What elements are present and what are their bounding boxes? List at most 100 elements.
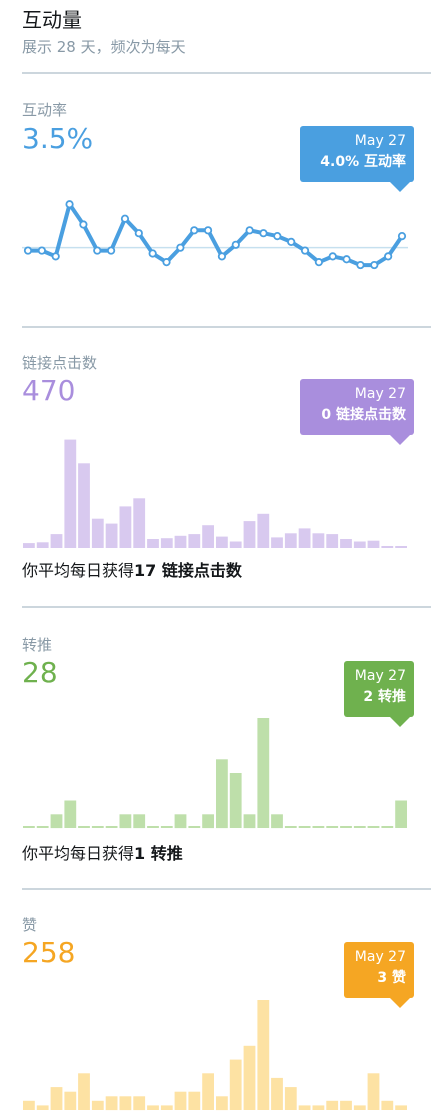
clicks-bar[interactable] <box>243 521 256 548</box>
clicks-bar[interactable] <box>284 533 297 548</box>
clicks-bar[interactable] <box>202 525 214 548</box>
likes-bar[interactable] <box>23 1100 35 1110</box>
retweets-bar[interactable] <box>326 826 339 828</box>
likes-bar[interactable] <box>229 1059 242 1110</box>
rate-point[interactable] <box>397 232 407 241</box>
clicks-bar[interactable] <box>36 542 49 548</box>
likes-bar[interactable] <box>119 1096 132 1111</box>
rate-point[interactable] <box>190 226 199 235</box>
rate-point[interactable] <box>370 260 379 270</box>
clicks-bar[interactable] <box>353 541 366 549</box>
likes-bar[interactable] <box>188 1091 201 1110</box>
engagement-rate-chart[interactable] <box>22 184 408 294</box>
retweets-bar[interactable] <box>340 826 352 828</box>
likes-bar[interactable] <box>36 1105 49 1110</box>
rate-point[interactable] <box>287 237 296 246</box>
likes-bar[interactable] <box>298 1105 311 1110</box>
clicks-bar[interactable] <box>78 463 90 548</box>
clicks-bar[interactable] <box>298 528 311 548</box>
retweets-bar[interactable] <box>147 826 159 828</box>
clicks-bar[interactable] <box>91 518 104 548</box>
retweets-bar[interactable] <box>257 718 270 828</box>
likes-bar[interactable] <box>174 1091 187 1110</box>
rate-point[interactable] <box>259 229 268 238</box>
rate-point[interactable] <box>37 246 46 255</box>
retweets-bar[interactable] <box>78 826 90 828</box>
rate-point[interactable] <box>120 214 130 223</box>
link-clicks-section[interactable]: 链接点击数 470 May 27 0 链接点击数 你平均每日获得17 链接点击数 <box>22 328 432 606</box>
likes-bar[interactable] <box>50 1087 63 1110</box>
likes-bar[interactable] <box>105 1096 118 1111</box>
retweets-bar[interactable] <box>243 814 256 829</box>
clicks-bar[interactable] <box>188 534 201 548</box>
retweets-bar[interactable] <box>91 826 104 828</box>
likes-bar[interactable] <box>284 1087 297 1110</box>
retweets-bar[interactable] <box>367 826 380 828</box>
engagement-rate-section[interactable]: 互动率 3.5% May 27 4.0% 互动率 <box>22 74 432 326</box>
rate-point[interactable] <box>23 246 33 255</box>
rate-point[interactable] <box>300 246 310 255</box>
retweets-bar[interactable] <box>160 826 173 828</box>
retweets-bar[interactable] <box>284 826 297 828</box>
retweets-bar[interactable] <box>64 800 77 829</box>
likes-bar[interactable] <box>202 1073 214 1110</box>
clicks-bar[interactable] <box>326 534 339 548</box>
rate-point[interactable] <box>176 243 185 252</box>
retweets-bar[interactable] <box>229 773 242 828</box>
retweets-bar[interactable] <box>353 826 366 828</box>
likes-bar[interactable] <box>326 1100 339 1110</box>
rate-point[interactable] <box>107 246 116 255</box>
retweets-bar[interactable] <box>105 826 118 828</box>
clicks-bar[interactable] <box>119 506 132 548</box>
rate-point[interactable] <box>314 258 323 267</box>
retweets-bar[interactable] <box>119 814 132 829</box>
likes-bar[interactable] <box>353 1105 366 1110</box>
retweets-section[interactable]: 转推 28 May 27 2 转推 你平均每日获得1 转推 <box>22 608 432 888</box>
likes-bar[interactable] <box>243 1045 256 1110</box>
likes-bar[interactable] <box>216 1096 228 1111</box>
likes-bar[interactable] <box>160 1105 173 1110</box>
clicks-bar[interactable] <box>50 534 63 548</box>
rate-point[interactable] <box>245 226 254 235</box>
clicks-bar[interactable] <box>367 540 380 548</box>
clicks-bar[interactable] <box>257 513 270 548</box>
likes-bar[interactable] <box>312 1105 325 1110</box>
rate-point[interactable] <box>217 252 227 261</box>
clicks-bar[interactable] <box>160 538 173 548</box>
likes-bar[interactable] <box>395 1105 407 1110</box>
retweets-bar[interactable] <box>202 814 214 829</box>
rate-point[interactable] <box>273 232 282 241</box>
likes-bar[interactable] <box>381 1100 394 1110</box>
clicks-bar[interactable] <box>229 541 242 549</box>
likes-bar[interactable] <box>257 1000 270 1110</box>
retweets-chart[interactable] <box>22 718 408 829</box>
retweets-bar[interactable] <box>271 814 283 829</box>
clicks-bar[interactable] <box>105 523 118 548</box>
clicks-bar[interactable] <box>381 546 394 548</box>
clicks-bar[interactable] <box>271 537 283 548</box>
likes-bar[interactable] <box>340 1100 352 1110</box>
clicks-bar[interactable] <box>216 536 228 548</box>
retweets-bar[interactable] <box>174 814 187 829</box>
rate-point[interactable] <box>162 258 171 267</box>
rate-point[interactable] <box>93 246 102 255</box>
retweets-bar[interactable] <box>23 826 35 828</box>
clicks-bar[interactable] <box>147 539 159 548</box>
rate-point[interactable] <box>342 255 351 264</box>
likes-bar[interactable] <box>91 1100 104 1110</box>
rate-point[interactable] <box>79 220 88 229</box>
rate-point[interactable] <box>384 252 393 261</box>
retweets-bar[interactable] <box>395 800 407 829</box>
likes-chart[interactable] <box>22 1000 408 1111</box>
likes-bar[interactable] <box>147 1105 159 1110</box>
likes-bar[interactable] <box>64 1091 77 1110</box>
likes-section[interactable]: 赞 258 May 27 3 赞 <box>22 890 432 1120</box>
link-clicks-chart[interactable] <box>22 438 408 548</box>
rate-point[interactable] <box>231 240 240 249</box>
rate-point[interactable] <box>203 226 213 235</box>
retweets-bar[interactable] <box>36 826 49 828</box>
likes-bar[interactable] <box>78 1073 90 1110</box>
retweets-bar[interactable] <box>133 814 146 829</box>
likes-bar[interactable] <box>133 1096 146 1111</box>
retweets-bar[interactable] <box>381 826 394 828</box>
